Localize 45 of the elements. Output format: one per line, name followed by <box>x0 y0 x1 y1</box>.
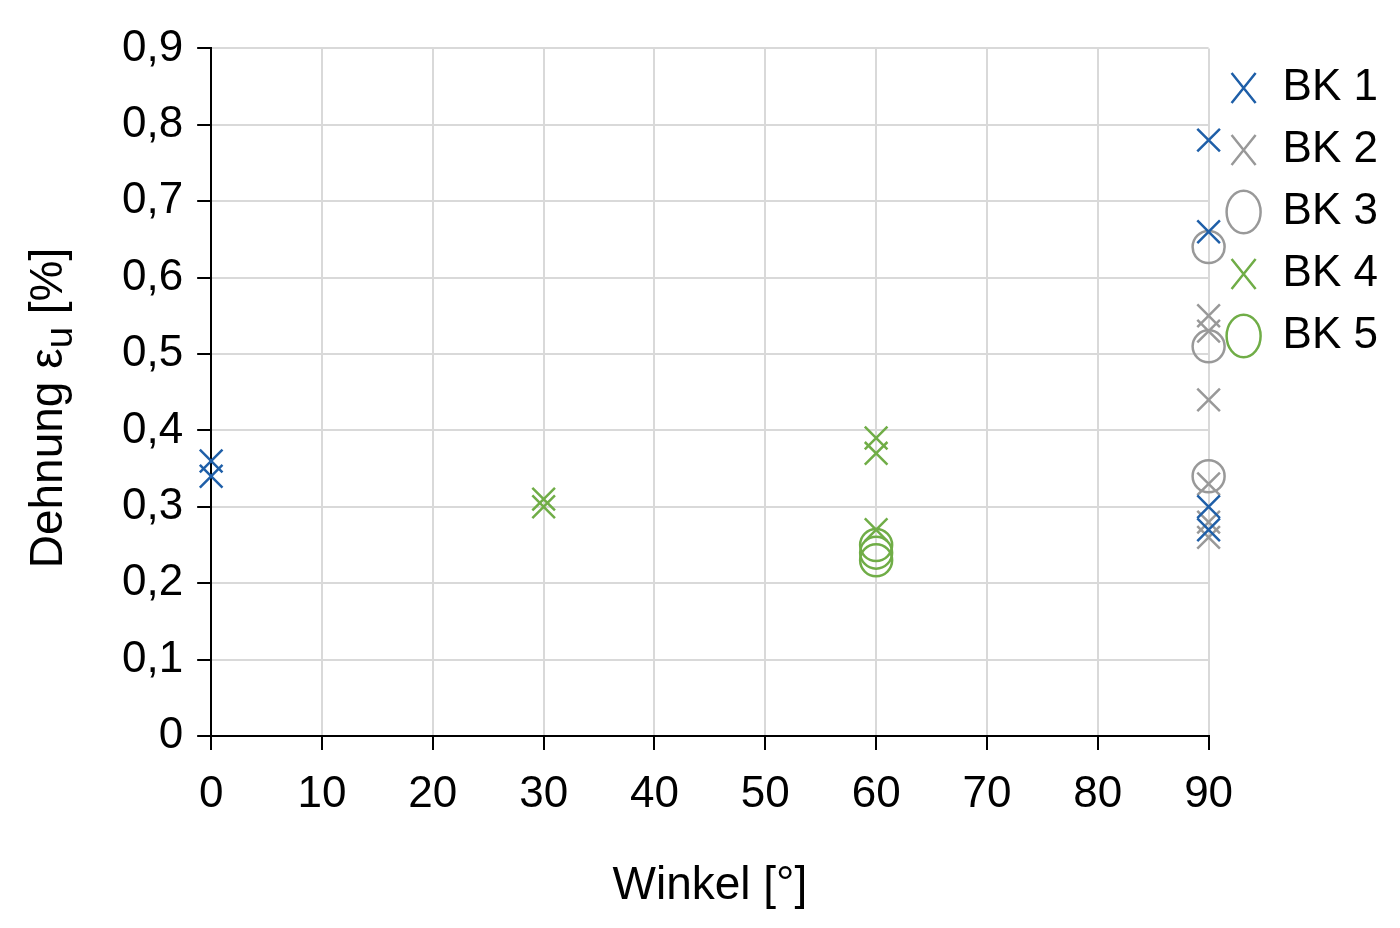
point <box>858 543 894 578</box>
y-tick-label: 0,6 <box>121 249 184 299</box>
y-tick-label: 0,9 <box>121 20 184 70</box>
point <box>198 463 224 489</box>
point <box>858 535 894 570</box>
y-tick-label: 0,7 <box>121 173 184 223</box>
x-tick-label: 0 <box>198 766 224 816</box>
y-tick-label: 0 <box>158 708 184 758</box>
point <box>863 425 889 451</box>
y-tick-label: 0,3 <box>121 478 184 528</box>
point <box>863 517 889 543</box>
point <box>1191 229 1226 265</box>
y-tick-label: 0,2 <box>121 555 184 605</box>
x-tick-label: 60 <box>851 766 901 816</box>
point <box>1191 458 1226 494</box>
point <box>1196 524 1222 550</box>
legend-label: BK 2 <box>1282 122 1378 172</box>
point <box>863 440 889 466</box>
x-axis-title: Winkel [°] <box>612 857 808 910</box>
legend-label: BK 5 <box>1282 308 1378 358</box>
legend-label: BK 3 <box>1282 184 1378 234</box>
y-tick-label: 0,4 <box>121 402 184 452</box>
point <box>198 448 224 474</box>
point <box>531 486 557 512</box>
x-tick-label: 70 <box>962 766 1012 816</box>
point <box>1196 303 1222 329</box>
x-tick-label: 20 <box>408 766 458 816</box>
x-tick-label: 10 <box>297 766 347 816</box>
point <box>1196 318 1222 344</box>
x-tick-label: 40 <box>630 766 679 816</box>
legend-label: BK 4 <box>1282 246 1378 296</box>
legend-label: BK 1 <box>1282 60 1378 110</box>
point <box>1191 329 1226 364</box>
point <box>1196 387 1222 413</box>
x-tick-label: 80 <box>1073 766 1123 816</box>
y-tick-label: 0,5 <box>121 326 184 376</box>
point <box>1196 219 1222 245</box>
point <box>858 527 894 563</box>
x-tick-label: 50 <box>740 766 790 816</box>
point <box>531 494 557 520</box>
y-tick-label: 0,8 <box>121 96 184 146</box>
y-tick-label: 0,1 <box>121 631 184 681</box>
x-tick-label: 30 <box>519 766 569 816</box>
x-tick-label: 90 <box>1184 766 1234 816</box>
point <box>1196 127 1222 153</box>
